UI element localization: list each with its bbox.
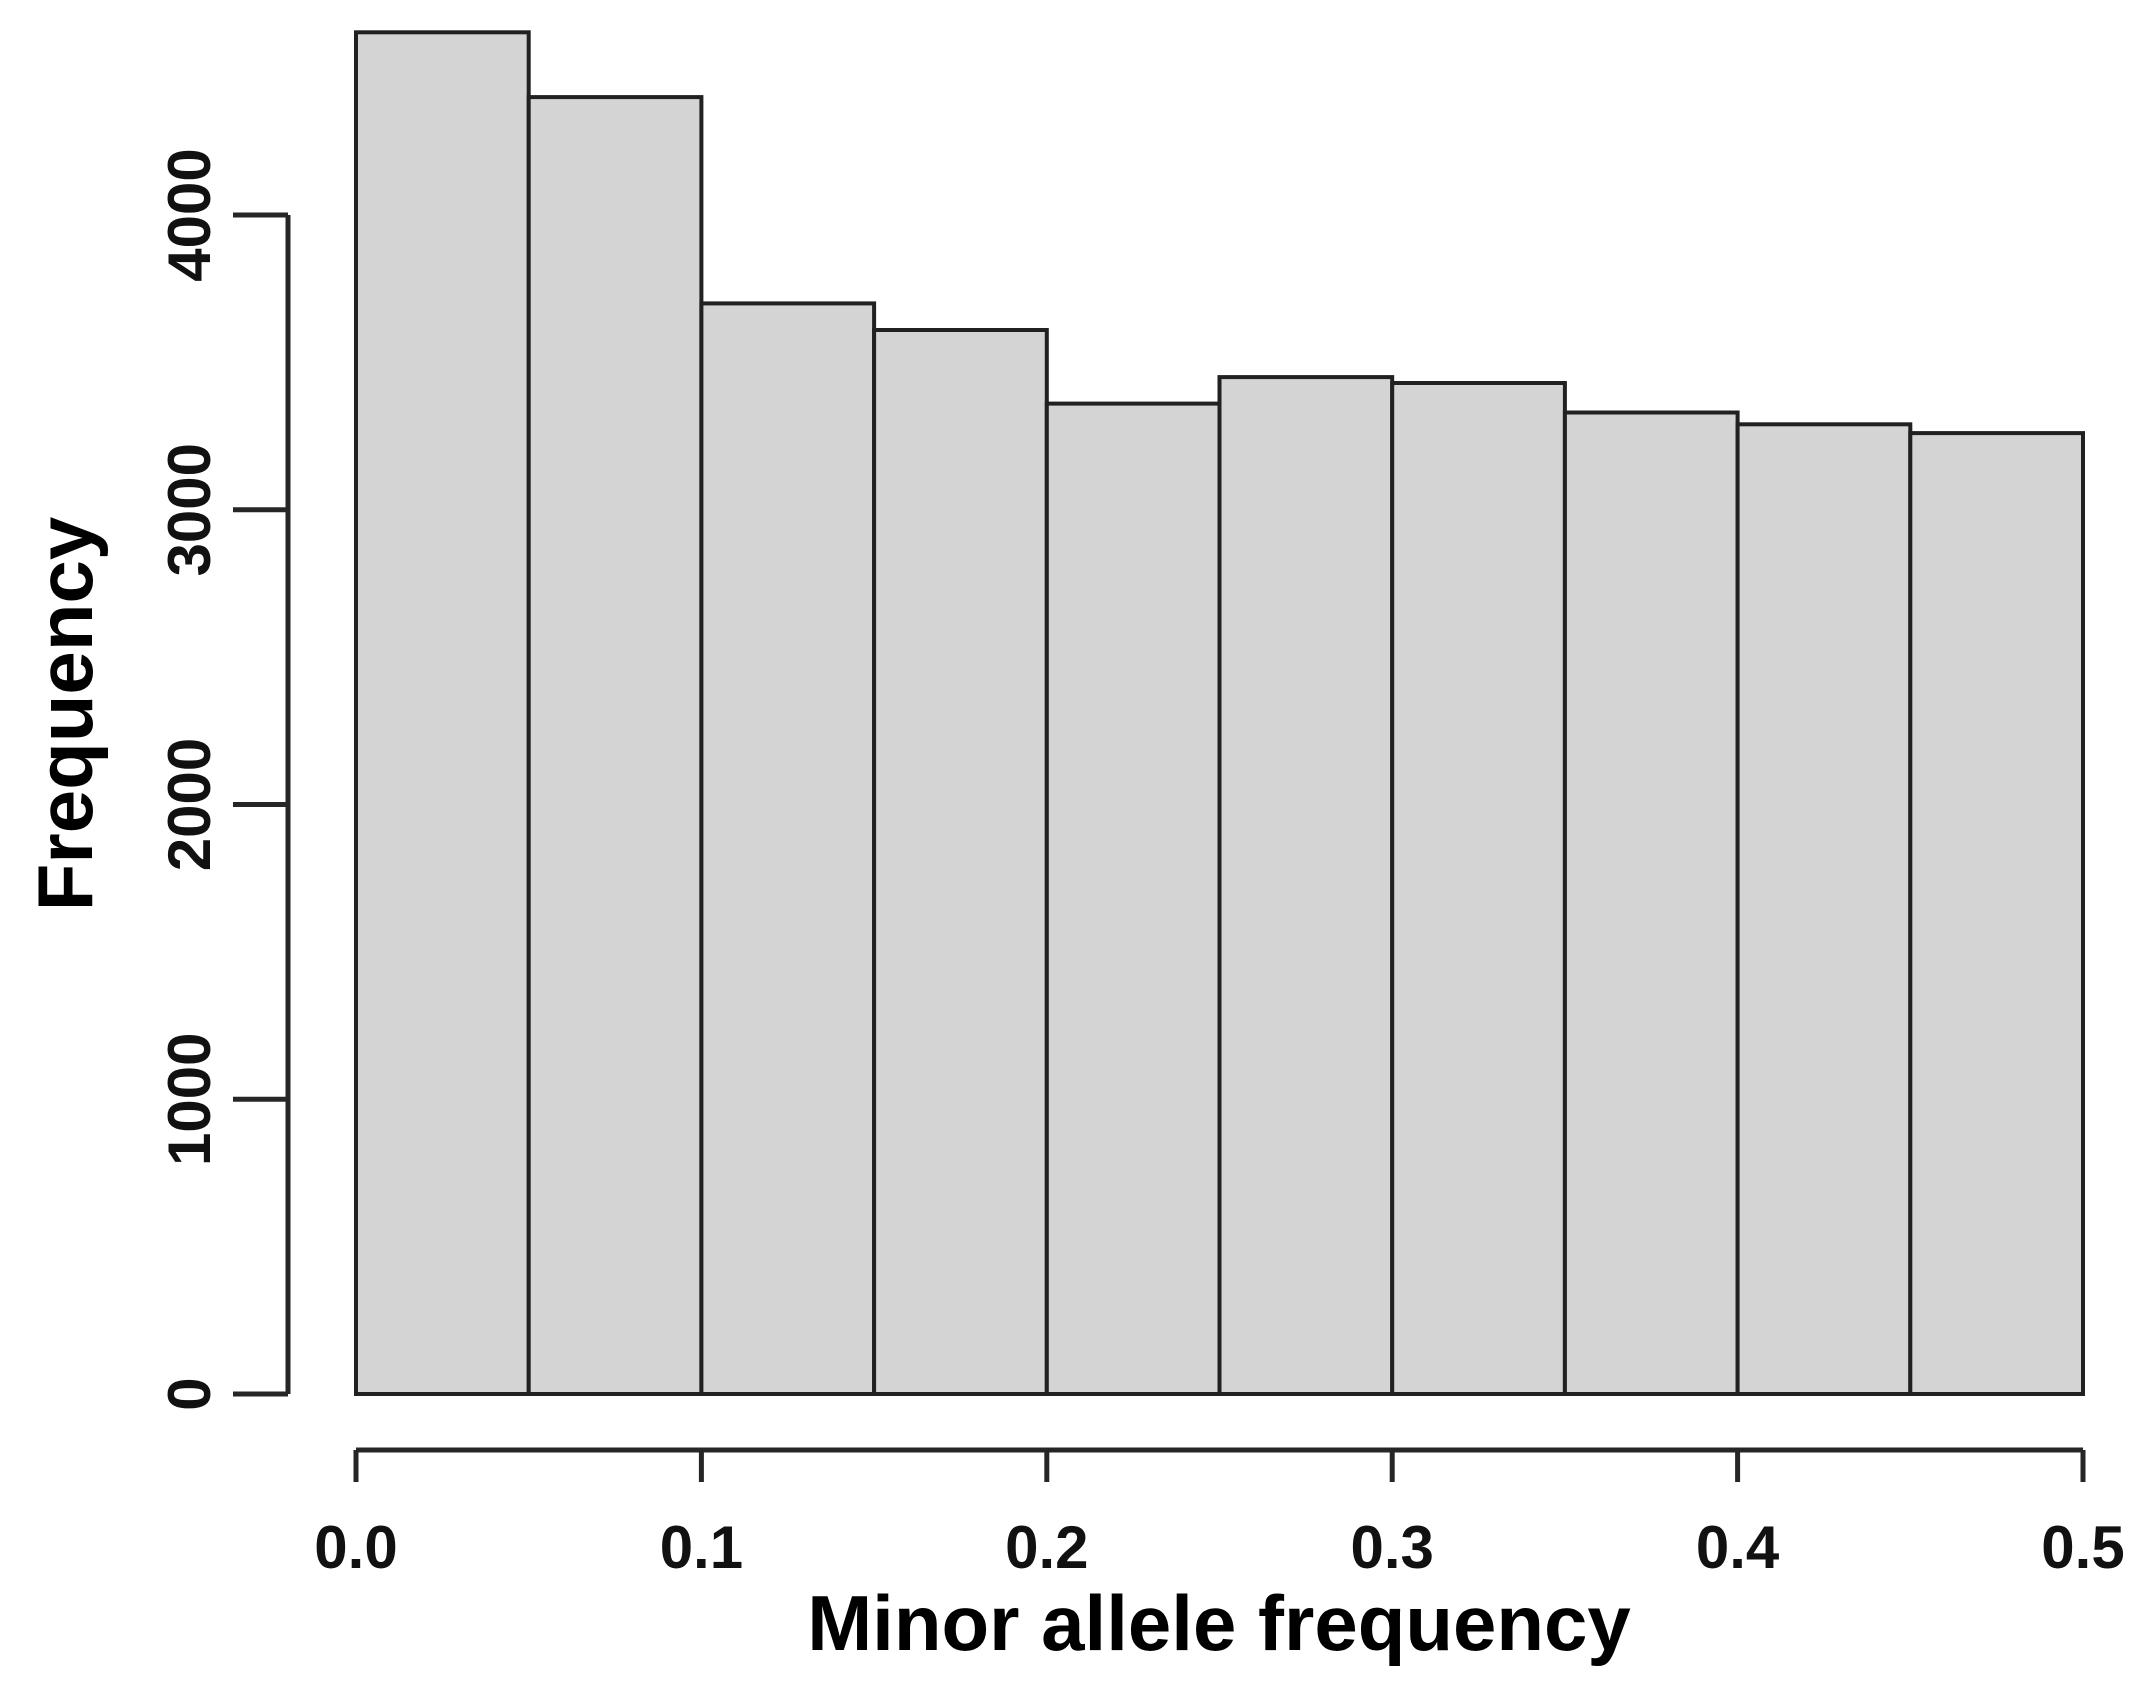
histogram-bar — [1735, 422, 1913, 1396]
x-tick-label: 0.4 — [1696, 1514, 1780, 1581]
x-tick-label: 0.5 — [2041, 1514, 2124, 1581]
bars-group — [354, 30, 2086, 1397]
y-tick-label: 4000 — [156, 148, 223, 281]
histogram-bar — [1217, 375, 1395, 1397]
x-tick-label: 0.1 — [660, 1514, 743, 1581]
x-axis-title: Minor allele frequency — [807, 1579, 1631, 1667]
y-tick-label: 0 — [156, 1377, 223, 1410]
y-tick-label: 1000 — [156, 1033, 223, 1166]
x-tick-label: 0.2 — [1005, 1514, 1088, 1581]
axes-group — [233, 212, 2086, 1482]
x-tick-label: 0.3 — [1350, 1514, 1433, 1581]
tick-labels-group: 0 1000 2000 3000 4000 0.0 0.1 0.2 0.3 0.4 0.5 — [156, 148, 2125, 1581]
histogram-bar — [1908, 431, 2086, 1397]
histogram-bar — [1044, 401, 1222, 1397]
histogram-bar — [872, 328, 1049, 1396]
y-tick-label: 3000 — [156, 443, 223, 576]
histogram-bar — [1562, 410, 1740, 1396]
y-tick-label: 2000 — [156, 738, 223, 871]
histogram-bar — [1390, 381, 1567, 1396]
x-tick-label: 0.0 — [314, 1514, 397, 1581]
y-axis-title: Frequency — [21, 517, 109, 911]
histogram-bar — [699, 301, 877, 1396]
histogram-bar — [354, 30, 531, 1396]
histogram-bar — [526, 95, 704, 1397]
